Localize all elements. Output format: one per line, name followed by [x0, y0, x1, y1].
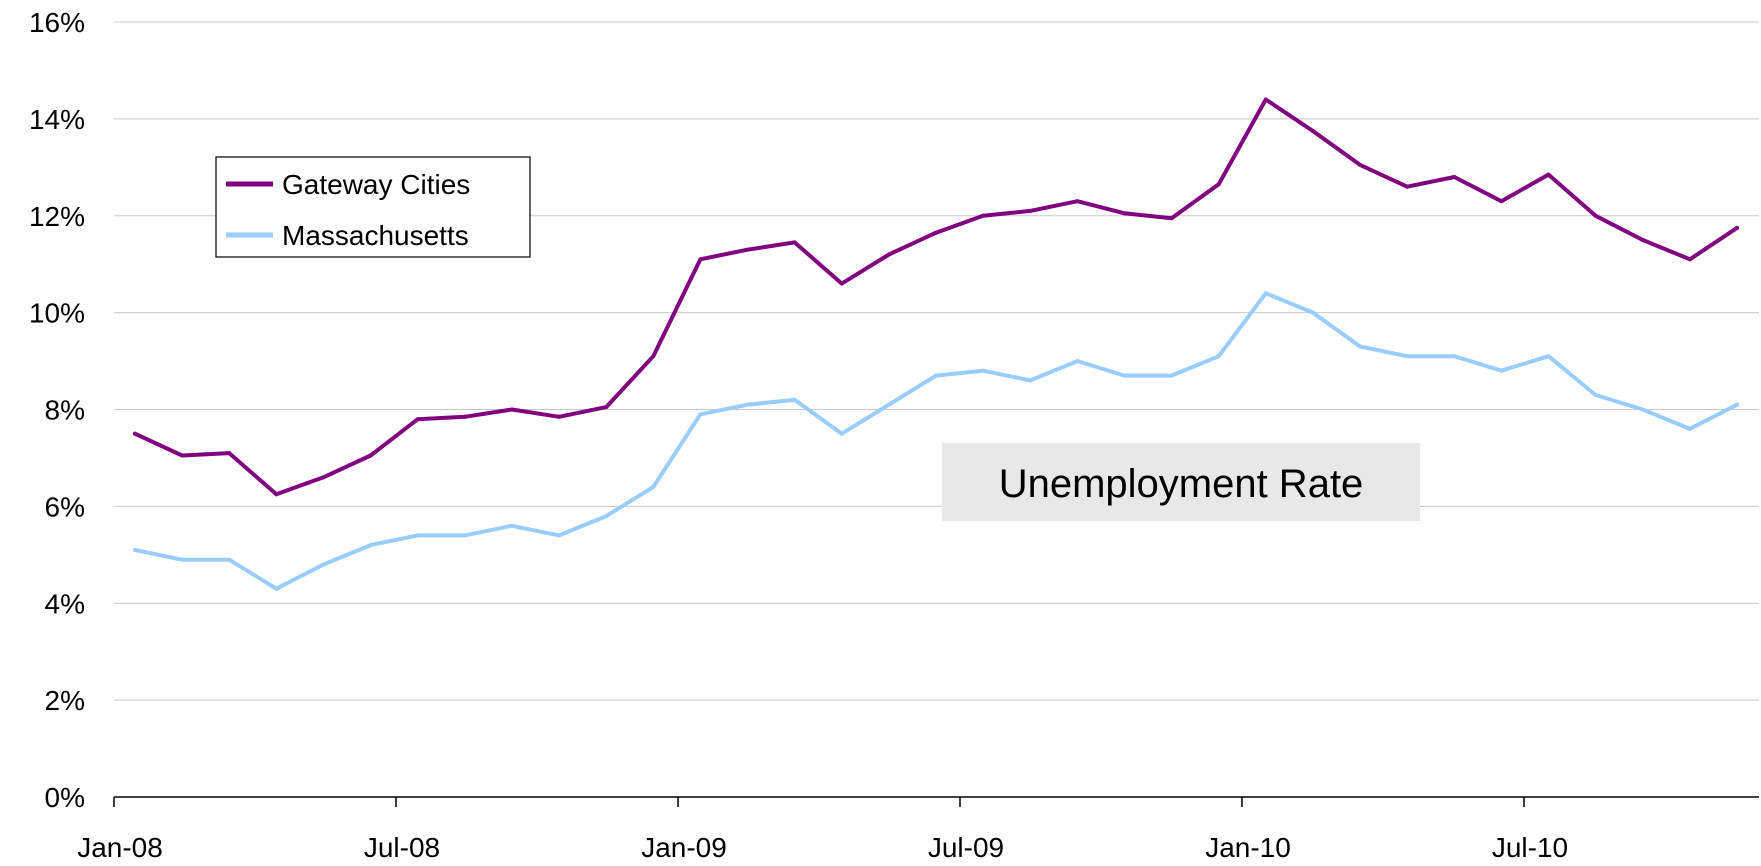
gridlines: [114, 21, 1759, 701]
data-point-massachusetts: [604, 514, 609, 519]
annotation-box: [942, 443, 1420, 521]
legend-label-massachusetts: Massachusetts: [282, 220, 469, 251]
data-point-massachusetts: [133, 547, 137, 552]
data-point-massachusetts: [1640, 407, 1645, 412]
data-point-massachusetts: [1216, 354, 1221, 359]
data-point-massachusetts: [180, 557, 185, 562]
series-line-massachusetts: [133, 291, 1739, 591]
data-point-gateway-cities: [934, 230, 938, 235]
data-point-gateway-cities: [1028, 208, 1033, 213]
y-tick-label: 2%: [45, 685, 85, 716]
x-tick-label: Jan-10: [1205, 832, 1291, 863]
data-point-massachusetts: [698, 412, 703, 417]
legend-label-gateway-cities: Gateway Cities: [282, 169, 470, 200]
data-point-gateway-cities: [1310, 128, 1315, 133]
data-point-gateway-cities: [1640, 237, 1645, 242]
legend-box: [215, 156, 531, 258]
data-point-massachusetts: [415, 533, 420, 538]
x-tick-label: Jan-09: [641, 832, 727, 863]
data-point-massachusetts: [557, 533, 562, 538]
data-point-massachusetts: [509, 523, 514, 528]
data-point-massachusetts: [462, 533, 467, 538]
data-point-gateway-cities: [321, 475, 326, 480]
data-point-gateway-cities: [886, 252, 891, 257]
y-tick-label: 0%: [45, 782, 85, 813]
data-point-massachusetts: [1075, 359, 1080, 364]
data-point-gateway-cities: [981, 213, 986, 218]
data-point-gateway-cities: [1735, 225, 1739, 230]
x-axis-tick-labels: Jan-08 Jul-08 Jan-09 Jul-09 Jan-10 Jul-10: [77, 832, 1568, 863]
x-tick-label: Jul-10: [1492, 832, 1568, 863]
data-point-gateway-cities: [1405, 184, 1410, 189]
data-point-gateway-cities: [180, 453, 185, 458]
data-point-massachusetts: [1687, 426, 1692, 431]
data-point-gateway-cities: [698, 257, 703, 262]
data-point-massachusetts: [934, 373, 938, 378]
data-point-gateway-cities: [1122, 211, 1127, 216]
y-tick-label: 6%: [45, 491, 85, 522]
data-point-gateway-cities: [274, 492, 279, 497]
data-point-massachusetts: [981, 368, 986, 373]
data-point-gateway-cities: [792, 240, 797, 245]
data-point-gateway-cities: [1263, 97, 1268, 102]
data-point-massachusetts: [321, 562, 326, 567]
data-point-gateway-cities: [1593, 213, 1598, 218]
data-point-massachusetts: [1735, 402, 1739, 407]
data-point-massachusetts: [1499, 368, 1504, 373]
y-tick-label: 16%: [29, 7, 85, 38]
data-point-gateway-cities: [462, 414, 467, 419]
legend: Gateway Cities Massachusetts: [215, 156, 531, 258]
y-tick-label: 12%: [29, 201, 85, 232]
data-point-gateway-cities: [1546, 172, 1551, 177]
data-point-gateway-cities: [1687, 257, 1692, 262]
data-point-gateway-cities: [133, 431, 137, 436]
data-point-gateway-cities: [1216, 182, 1221, 187]
data-point-gateway-cities: [1452, 175, 1457, 179]
data-point-massachusetts: [1263, 291, 1268, 296]
data-point-massachusetts: [274, 586, 279, 591]
series-lines: [133, 97, 1739, 591]
data-point-gateway-cities: [1075, 199, 1080, 204]
data-point-massachusetts: [368, 543, 373, 548]
y-axis-tick-labels: 0% 2% 4% 6% 8% 10% 12% 14% 16%: [29, 7, 85, 813]
data-point-massachusetts: [1593, 392, 1598, 397]
data-point-gateway-cities: [1499, 199, 1504, 204]
data-point-massachusetts: [1358, 344, 1363, 349]
y-tick-label: 14%: [29, 104, 85, 135]
data-point-gateway-cities: [745, 247, 750, 252]
y-tick-label: 8%: [45, 395, 85, 426]
data-point-gateway-cities: [1358, 162, 1363, 167]
y-tick-label: 10%: [29, 298, 85, 329]
data-point-gateway-cities: [604, 405, 609, 410]
data-point-massachusetts: [839, 431, 844, 436]
data-point-gateway-cities: [368, 453, 373, 458]
data-point-gateway-cities: [227, 451, 232, 456]
data-point-massachusetts: [792, 397, 797, 402]
data-point-massachusetts: [1028, 378, 1033, 383]
data-point-massachusetts: [1169, 373, 1174, 378]
data-point-massachusetts: [1122, 373, 1127, 378]
data-point-massachusetts: [886, 402, 891, 407]
data-point-massachusetts: [651, 485, 656, 489]
data-point-massachusetts: [1310, 310, 1315, 315]
x-tick-label: Jan-08: [77, 832, 163, 863]
data-point-gateway-cities: [651, 354, 656, 359]
data-point-massachusetts: [1546, 354, 1551, 359]
x-axis: [113, 796, 1759, 807]
data-point-massachusetts: [227, 557, 232, 562]
x-tick-label: Jul-08: [364, 832, 440, 863]
data-point-gateway-cities: [415, 417, 420, 422]
data-point-gateway-cities: [1169, 216, 1174, 221]
data-point-gateway-cities: [509, 407, 514, 412]
y-tick-label: 4%: [45, 588, 85, 619]
annotation: Unemployment Rate: [942, 443, 1420, 521]
data-point-massachusetts: [1405, 354, 1410, 359]
x-tick-label: Jul-09: [928, 832, 1004, 863]
data-point-massachusetts: [745, 402, 750, 407]
data-point-gateway-cities: [839, 281, 844, 286]
annotation-text: Unemployment Rate: [999, 462, 1364, 506]
data-point-gateway-cities: [557, 414, 562, 419]
data-point-massachusetts: [1452, 354, 1457, 359]
